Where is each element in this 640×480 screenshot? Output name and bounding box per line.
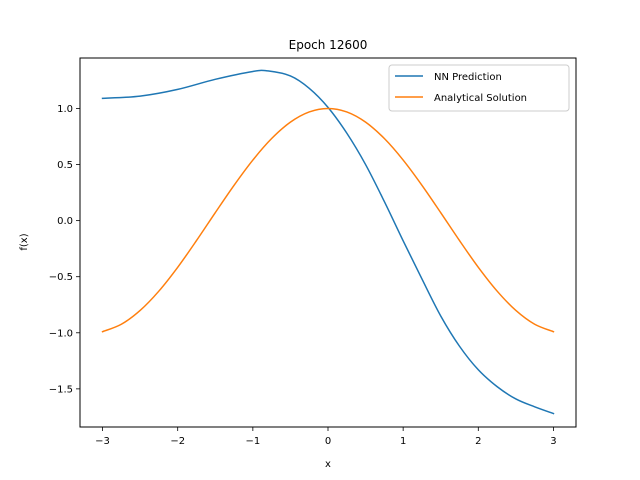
legend-label-1: NN Prediction bbox=[434, 72, 502, 83]
y-tick-label: −1.5 bbox=[49, 384, 73, 395]
chart-title: Epoch 12600 bbox=[289, 38, 368, 52]
y-tick-label: 1.0 bbox=[57, 104, 73, 115]
x-tick-label: −3 bbox=[95, 436, 110, 447]
x-axis-label: x bbox=[325, 459, 331, 470]
legend-box bbox=[388, 64, 570, 112]
y-tick-label: −0.5 bbox=[49, 272, 73, 283]
series-line-1 bbox=[101, 69, 555, 415]
y-tick-label: 0.5 bbox=[57, 160, 73, 171]
x-tick-label: −1 bbox=[245, 436, 260, 447]
y-tick-label: 0.0 bbox=[57, 216, 73, 227]
x-axis-ticks: −3 −2 −1 0 1 2 3 bbox=[95, 427, 557, 447]
y-tick-label: −1.0 bbox=[49, 328, 73, 339]
x-tick-label: 2 bbox=[475, 436, 481, 447]
x-tick-label: −2 bbox=[170, 436, 185, 447]
x-tick-label: 3 bbox=[550, 436, 556, 447]
x-tick-label: 1 bbox=[400, 436, 406, 447]
series-layer bbox=[101, 69, 555, 415]
legend: NN Prediction Analytical Solution bbox=[388, 64, 570, 112]
series-line-2 bbox=[101, 107, 555, 333]
y-axis-label: f(x) bbox=[19, 233, 30, 250]
y-axis-ticks: −1.5 −1.0 −0.5 0.0 0.5 1.0 bbox=[49, 104, 80, 395]
x-tick-label: 0 bbox=[325, 436, 331, 447]
legend-label-2: Analytical Solution bbox=[434, 93, 527, 104]
